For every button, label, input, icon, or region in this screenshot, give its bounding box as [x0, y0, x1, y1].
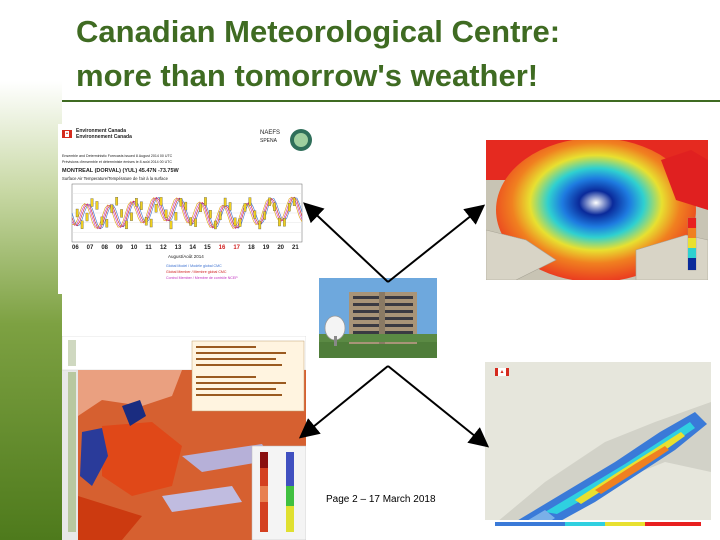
ensemble-line	[71, 196, 303, 229]
day-tick-label: 09	[116, 245, 123, 251]
box-whisker	[184, 201, 188, 211]
box-whisker	[179, 198, 183, 207]
meteogram-graphic	[62, 129, 312, 151]
building-graphic	[319, 278, 437, 358]
box-whisker	[273, 202, 276, 211]
box-whisker	[85, 212, 89, 222]
box-whisker	[159, 197, 163, 206]
meteogram-image: Environment Canada Environnement Canada …	[58, 124, 312, 294]
cmc-building-photo	[319, 278, 437, 358]
header-line-1: Ensemble and Deterministic Forecasts iss…	[62, 154, 173, 158]
header-line-2: Prévisions d'ensemble et déterministe ém…	[62, 160, 172, 164]
meteogram-plot	[71, 183, 303, 243]
slide-title-line-1: Canadian Meteorological Centre:	[76, 14, 561, 49]
box-whisker	[253, 210, 257, 219]
legend-entry: Global Model / Modèle global CMC	[166, 264, 222, 268]
box-whisker	[243, 203, 247, 212]
day-tick-label: 20	[277, 245, 285, 251]
box-whisker	[268, 197, 271, 206]
box-whisker	[199, 203, 202, 213]
box-whisker	[248, 197, 252, 206]
estuary-map-graphic	[485, 362, 711, 532]
day-tick-label: 16	[218, 245, 226, 251]
day-tick-label: 21	[292, 245, 299, 251]
box-whisker	[90, 198, 94, 207]
box-whisker	[130, 212, 133, 221]
box-whisker	[80, 220, 84, 229]
box-whisker	[278, 217, 281, 227]
arrow-to-estuary-map	[387, 365, 490, 448]
day-tick-label: 15	[204, 245, 211, 251]
arrow-to-meteogram	[303, 202, 389, 283]
slide-side-gradient	[0, 0, 62, 540]
arctic-map-graphic	[486, 140, 708, 280]
great-lakes-map-image	[62, 336, 306, 540]
arrow-to-great-lakes-map	[298, 365, 389, 439]
box-whisker	[95, 201, 99, 210]
day-tick-label: 14	[189, 245, 197, 251]
box-whisker	[189, 217, 193, 226]
agency-name-fr: Environnement Canada	[76, 134, 132, 140]
slide-title-line-2: more than tomorrow's weather!	[76, 58, 539, 93]
box-whisker	[194, 218, 197, 227]
box-whisker	[223, 197, 227, 207]
box-whisker	[154, 204, 158, 213]
box-whisker	[110, 204, 114, 213]
arrow-to-arctic-map	[387, 204, 486, 283]
box-whisker	[204, 197, 207, 206]
day-tick-label: 17	[233, 245, 241, 251]
day-tick-label: 11	[145, 245, 152, 251]
day-tick-label: 12	[160, 245, 167, 251]
naefs-logo-subtext: SPENA	[260, 138, 277, 144]
arctic-map-image	[486, 140, 708, 280]
box-whisker	[125, 220, 128, 230]
chart-subtitle: Surface Air Temperature/Température de l…	[62, 176, 168, 181]
day-tick-label: 19	[262, 245, 270, 251]
day-tick-label: 07	[86, 245, 94, 251]
ensemble-line	[71, 197, 303, 230]
box-whisker	[258, 220, 262, 230]
box-whisker	[100, 216, 104, 226]
day-tick-label: 13	[174, 245, 182, 251]
box-whisker	[120, 209, 123, 218]
legend-entry: Global Member / Membre global CMC	[166, 270, 227, 274]
box-whisker	[139, 201, 143, 210]
day-tick-label: 18	[248, 245, 255, 251]
box-whisker	[263, 211, 267, 220]
box-whisker	[144, 217, 148, 226]
day-tick-label: 10	[130, 245, 138, 251]
box-whisker	[238, 218, 242, 227]
naefs-logo-text: NAEFS	[260, 130, 281, 136]
box-whisker	[75, 208, 79, 218]
slide-title: Canadian Meteorological Centre: more tha…	[76, 10, 706, 98]
box-whisker	[115, 197, 119, 206]
day-tick-label: 06	[72, 245, 79, 251]
slide-footer: Page 2 – 17 March 2018	[326, 494, 436, 505]
box-whisker	[169, 220, 173, 230]
legend-entry: Control Member / Membre de contrôle NCEP	[166, 276, 238, 280]
box-whisker	[218, 211, 222, 221]
box-whisker	[213, 220, 217, 230]
box-whisker	[149, 218, 153, 228]
box-whisker	[135, 198, 138, 207]
box-whisker	[174, 212, 178, 221]
box-whisker	[209, 210, 212, 219]
month-label: August/Août 2014	[168, 254, 204, 259]
day-tick-label: 08	[101, 245, 109, 251]
box-whisker	[105, 219, 109, 228]
box-whisker	[233, 217, 237, 226]
box-whisker	[287, 202, 291, 212]
great-lakes-map-graphic	[62, 336, 306, 540]
station-name: MONTREAL (DORVAL) (YUL) 45.47N -73.75W	[62, 168, 179, 174]
title-divider	[62, 100, 720, 102]
estuary-map-image	[485, 362, 711, 532]
box-whisker	[292, 197, 296, 206]
agency-name-en: Environment Canada	[76, 128, 127, 134]
box-whisker	[228, 202, 232, 211]
box-whisker	[164, 209, 168, 218]
box-whisker	[283, 218, 286, 227]
satellite-dish-icon	[324, 315, 346, 346]
